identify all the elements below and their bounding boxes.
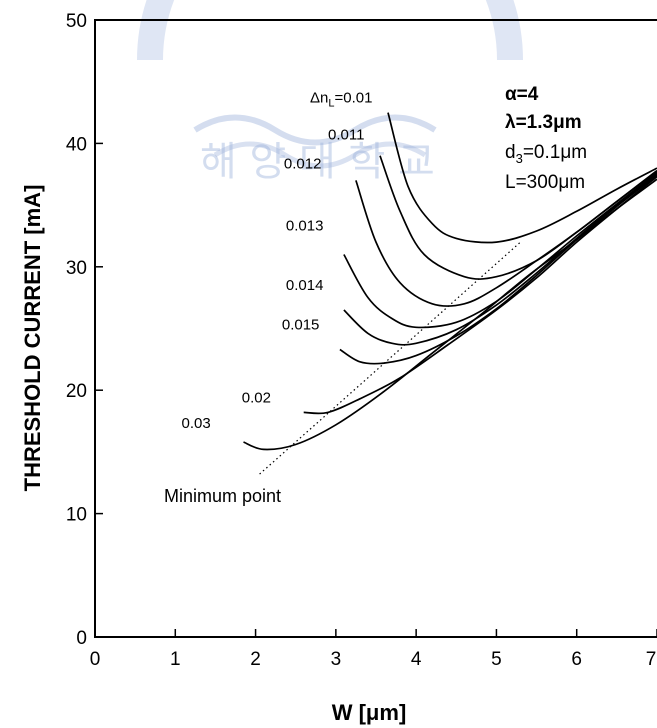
- series-label: 0.011: [328, 127, 364, 144]
- x-axis-title: W [μm]: [332, 700, 407, 725]
- y-tick-label: 40: [66, 134, 87, 155]
- y-axis-title: THRESHOLD CURRENT [mA]: [20, 185, 45, 492]
- x-tick-label: 3: [331, 649, 342, 670]
- series-line-0-01: [387, 112, 657, 244]
- x-tick-label: 0: [90, 649, 101, 670]
- series-label: 0.012: [284, 155, 322, 172]
- parameter-block: α=4 λ=1.3μm d3=0.1μm L=300μm: [505, 84, 587, 193]
- y-tick-label: 20: [66, 381, 87, 402]
- series-label: 0.015: [282, 316, 320, 333]
- param-lambda: λ=1.3μm: [505, 112, 582, 133]
- series-label: 0.014: [286, 277, 324, 294]
- series-line-0-013: [343, 172, 657, 329]
- x-tick-label: 5: [491, 649, 502, 670]
- series-curves: [243, 112, 657, 451]
- series-label: 0.013: [286, 217, 324, 234]
- x-tick-label: 6: [571, 649, 582, 670]
- y-tick-label: 30: [66, 258, 87, 279]
- series-line-0-015: [339, 174, 657, 365]
- param-L: L=300μm: [505, 172, 585, 193]
- param-d3: d3=0.1μm: [505, 142, 587, 166]
- x-tick-label: 7: [646, 649, 657, 670]
- series-line-0-012: [355, 171, 657, 307]
- series-label: 0.03: [182, 415, 211, 432]
- series-label: 0.02: [242, 389, 271, 406]
- y-tick-label: 10: [66, 505, 87, 526]
- x-tick-label: 2: [250, 649, 261, 670]
- series-label: ΔnL=0.01: [310, 90, 372, 110]
- y-tick-label: 0: [76, 628, 87, 649]
- series-labels: ΔnL=0.01 0.011 0.012 0.013 0.014 0.015 0.02 0.0…: [182, 90, 373, 432]
- x-tick-label: 4: [411, 649, 422, 670]
- y-tick-label: 50: [66, 11, 87, 32]
- y-axis: 0 10 20 30 40 50: [66, 11, 103, 649]
- minimum-point-annotation: Minimum point: [164, 486, 281, 506]
- x-axis: 0 1 2 3 4 5 6 7: [90, 629, 657, 670]
- series-line-0-014: [343, 173, 657, 346]
- x-tick-label: 1: [170, 649, 181, 670]
- watermark-seal: 해 양 대 학 교: [137, 0, 523, 185]
- param-alpha: α=4: [505, 84, 539, 105]
- plot-frame: [94, 19, 657, 638]
- series-line-0-03: [243, 178, 657, 451]
